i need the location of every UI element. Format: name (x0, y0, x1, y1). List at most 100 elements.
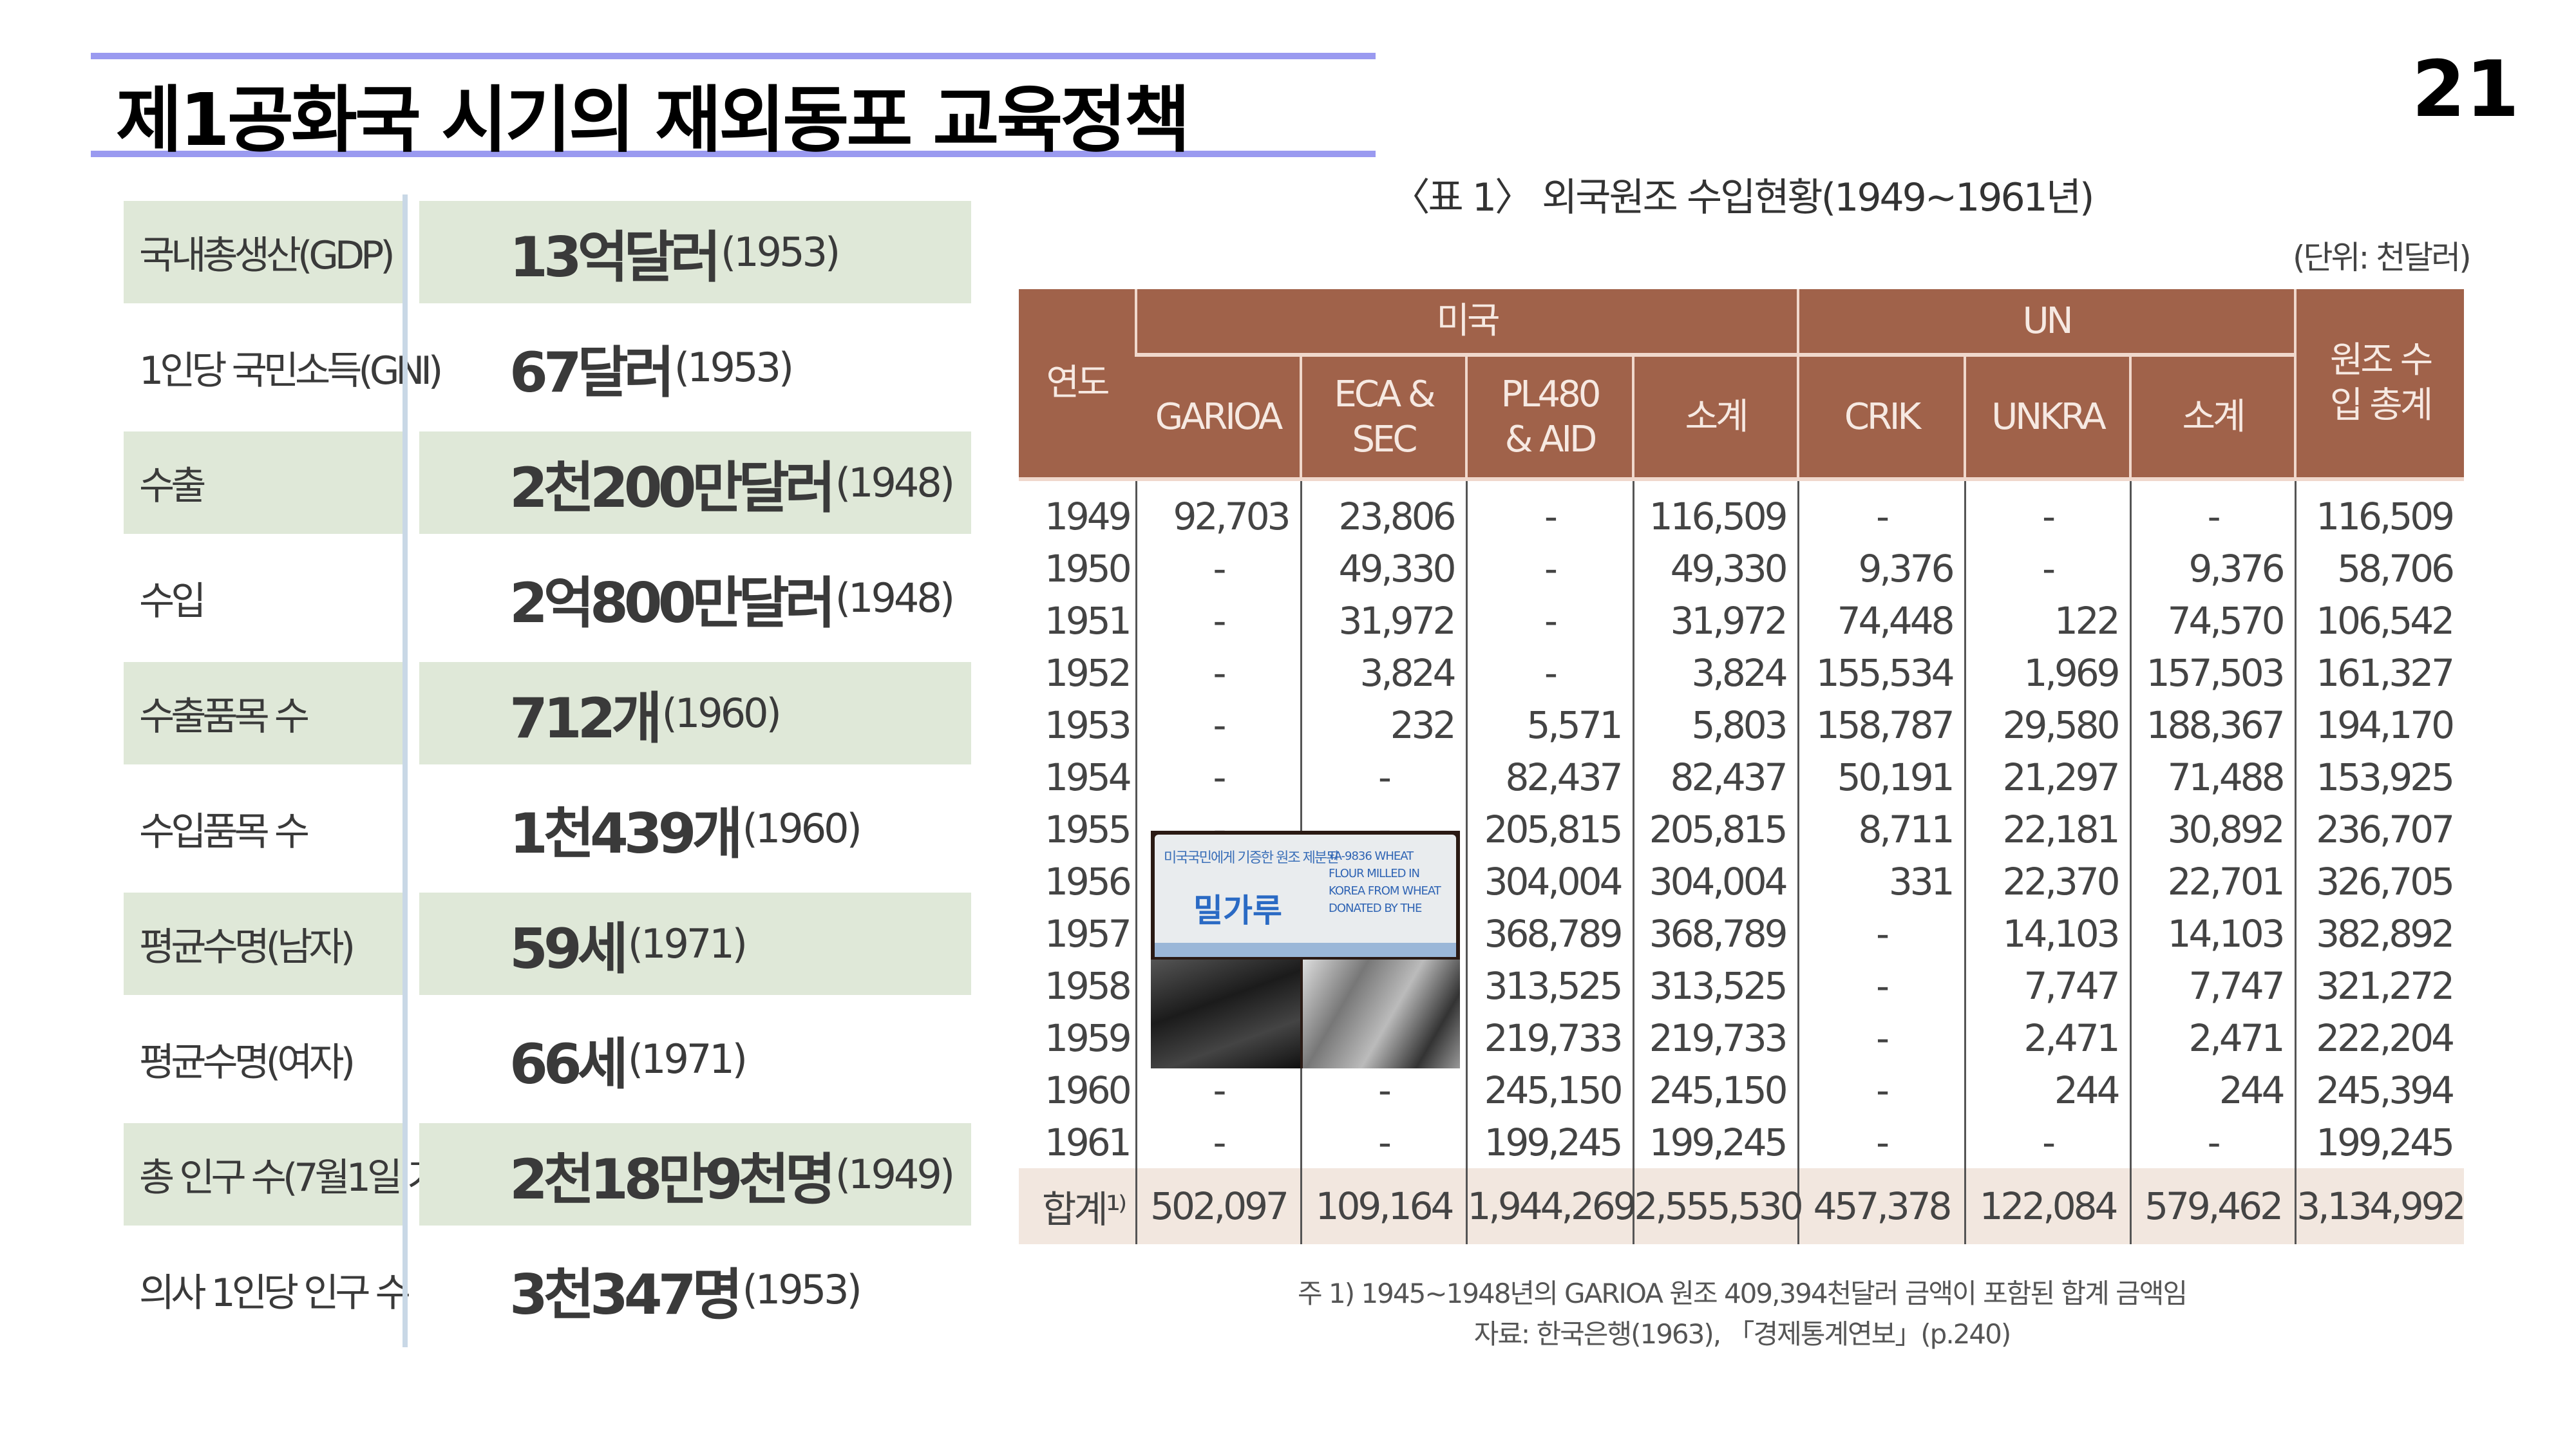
page-title: 제1공화국 시기의 재외동포 교육정책 (116, 79, 1191, 162)
value-cell: 205,815 (1465, 803, 1633, 855)
stat-label: 1인당 국민소득(GNI) (139, 348, 443, 393)
value-cell: 368,789 (1465, 907, 1633, 960)
value-cell: - (1135, 751, 1301, 803)
value-cell: 245,150 (1632, 1064, 1799, 1116)
stat-value-main: 2천18만9천명 (509, 1148, 836, 1212)
stat-label: 국내총생산(GDP) (124, 201, 402, 303)
value-cell: 49,330 (1632, 542, 1799, 594)
stats-panel: 국내총생산(GDP) 13억달러 (1953) 1인당 국민소득(GNI) 67달러 (1… (124, 194, 971, 1347)
value-cell: 9,376 (1797, 542, 1965, 594)
sack-stripe (1155, 943, 1456, 957)
value-cell: 22,370 (1964, 855, 2131, 907)
value-cell: 161,327 (2294, 647, 2465, 699)
year-cell: 1953 (1045, 703, 1132, 747)
total-cell: 122,084 (1964, 1168, 2131, 1244)
value-cell: 199,245 (1465, 1116, 1633, 1168)
value-cell: 304,004 (1632, 855, 1799, 907)
stat-row: 수입품목 수 1천439개 (1960) (124, 771, 971, 886)
value-cell: - (1797, 1012, 1965, 1064)
stat-value: 67달러 (1953) (419, 316, 971, 419)
value-cell: 158,787 (1797, 699, 1965, 751)
value-cell: - (1797, 479, 1965, 542)
value-cell: 106,542 (2294, 594, 2465, 647)
header-year: 연도 (1019, 289, 1136, 481)
stat-value: 66세 (1971) (419, 1008, 971, 1110)
stat-value-main: 67달러 (509, 341, 675, 405)
value-cell: - (1964, 542, 2131, 594)
value-cell: - (2129, 1116, 2296, 1168)
year-cell: 1954 (1045, 755, 1132, 799)
stat-label: 수입 (139, 579, 206, 624)
value-cell: 205,815 (1632, 803, 1799, 855)
total-label: 합계¹⁾ (1019, 1168, 1136, 1244)
value-cell: 236,707 (2294, 803, 2465, 855)
stat-value-year: (1971) (627, 920, 748, 967)
value-cell: 219,733 (1632, 1012, 1799, 1064)
value-cell: - (2129, 479, 2296, 542)
value-cell: 3,824 (1632, 647, 1799, 699)
value-cell: 1,969 (1964, 647, 2131, 699)
total-cell: 457,378 (1797, 1168, 1965, 1244)
value-cell: 2,471 (1964, 1012, 2131, 1064)
value-cell: 368,789 (1632, 907, 1799, 960)
total-cell: 502,097 (1135, 1168, 1301, 1244)
value-cell: 31,972 (1632, 594, 1799, 647)
flour-sacks-photo (1303, 960, 1460, 1068)
year-cell: 1956 (1045, 859, 1132, 904)
year-cell: 1961 (1045, 1120, 1132, 1164)
stat-label: 수입품목 수 (139, 810, 310, 855)
stat-divider (402, 771, 408, 886)
aid-flour-photo-collage: 미국국민에게 기증한 원조 제분된 밀가루 TA-9836 WHEAT FLOU… (1151, 831, 1460, 1068)
stat-value-year: (1948) (835, 574, 955, 621)
stat-label: 평균수명(남자) (124, 893, 402, 995)
table-row: 1952-3,824-3,824 155,534 1,969 157,503 161,3… (1019, 647, 2465, 699)
stat-divider (402, 656, 408, 771)
value-cell: - (1465, 479, 1633, 542)
value-cell: 7,747 (1964, 960, 2131, 1012)
value-cell: 58,706 (2294, 542, 2465, 594)
title-underline (91, 53, 1376, 157)
table-row: 1954- -82,437 82,437 50,191 21,297 71,488 153,… (1019, 751, 2465, 803)
value-cell: 5,803 (1632, 699, 1799, 751)
stat-value-main: 712개 (509, 687, 663, 751)
table-caption: 〈표 1〉 외국원조 수입현황(1949~1961년) (1391, 175, 2095, 220)
table-row: 1949 92,703 23,806-116,509- - -116,509 (1019, 479, 2465, 542)
value-cell: 7,747 (2129, 960, 2296, 1012)
stat-row: 의사 1인당 인구 수 3천347명 (1953) (124, 1232, 971, 1347)
value-cell: 244 (2129, 1064, 2296, 1116)
value-cell: 92,703 (1135, 479, 1301, 542)
stat-label: 수출품목 수 (124, 662, 402, 764)
stat-value: 2천18만9천명 (1949) (419, 1123, 971, 1226)
value-cell: 21,297 (1964, 751, 2131, 803)
value-cell: 244 (1964, 1064, 2131, 1116)
value-cell: 49,330 (1300, 542, 1466, 594)
value-cell: 331 (1797, 855, 1965, 907)
year-cell: 1959 (1045, 1016, 1132, 1060)
stat-value-year: (1948) (835, 459, 955, 506)
value-cell: 122 (1964, 594, 2131, 647)
value-cell: 232 (1300, 699, 1466, 751)
value-cell: 188,367 (2129, 699, 2296, 751)
value-cell: 116,509 (2294, 479, 2465, 542)
stat-label: 총 인구 수(7월1일 기준) (124, 1123, 486, 1226)
header-pl480-aid: PL480 & AID (1465, 355, 1633, 481)
value-cell: 245,150 (1465, 1064, 1633, 1116)
stat-value-main: 66세 (509, 1032, 629, 1097)
year-cell: 1949 (1045, 494, 1132, 538)
value-cell: 8,711 (1797, 803, 1965, 855)
value-cell: 23,806 (1300, 479, 1466, 542)
value-cell: 74,448 (1797, 594, 1965, 647)
value-cell: - (1135, 594, 1301, 647)
value-cell: 194,170 (2294, 699, 2465, 751)
stat-value-year: (1953) (674, 344, 794, 391)
total-cell: 1,944,269 (1465, 1168, 1637, 1244)
table-row: 1961- -199,245 199,245- - -199,245 (1019, 1116, 2465, 1168)
value-cell: - (1797, 960, 1965, 1012)
table-row: 1960- -245,150 245,150-244 244 245,394 (1019, 1064, 2465, 1116)
year-cell: 1951 (1045, 598, 1132, 643)
stat-value-main: 59세 (509, 917, 629, 981)
stat-divider (402, 425, 408, 540)
value-cell: - (1135, 647, 1301, 699)
stat-row: 국내총생산(GDP) 13억달러 (1953) (124, 194, 971, 310)
stat-value: 13억달러 (1953) (419, 201, 971, 303)
